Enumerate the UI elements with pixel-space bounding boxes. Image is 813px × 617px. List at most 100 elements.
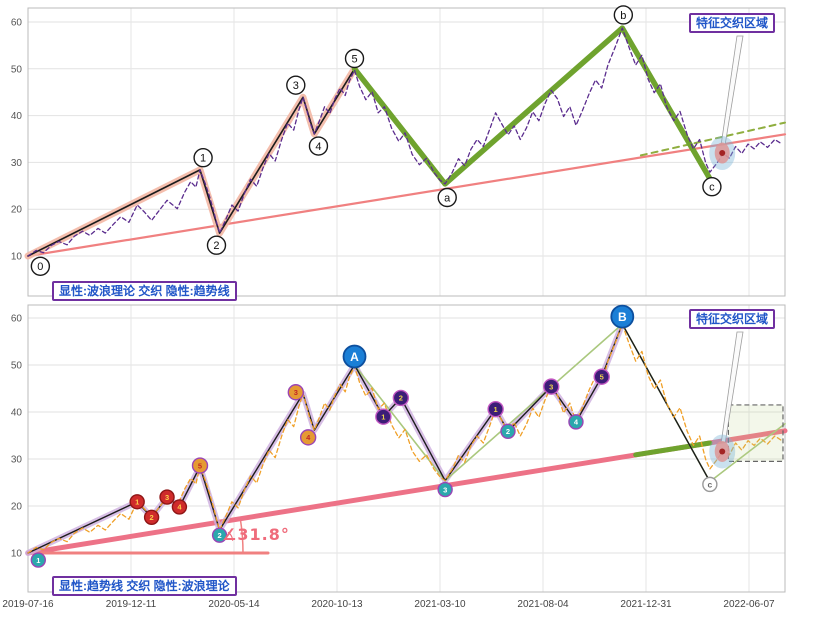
bottom-region-label: 特征交织区域: [689, 309, 776, 330]
purple-wave-marker: [375, 408, 392, 425]
panel-border: [27, 304, 786, 593]
top-panel-legend: 显性:波浪理论 交织 隐性:趋势线: [52, 281, 237, 302]
wave-marker-text: 2: [150, 513, 154, 522]
region-pointer-needle: [720, 35, 744, 145]
wave-label-text: 0: [37, 261, 43, 273]
wave-marker-text: 3: [549, 382, 553, 391]
wave-marker-text: 5: [198, 461, 202, 470]
wave-marker-text: 2: [217, 531, 221, 540]
wave-marker-text: c: [707, 479, 712, 489]
white-wave-marker: [702, 476, 718, 493]
wave-label-circle: [437, 187, 457, 208]
wave-label-circle: [30, 256, 51, 276]
wave-label-circle: [344, 48, 365, 69]
wave-marker-text: 2: [506, 427, 510, 436]
wave-marker-text: 1: [36, 556, 40, 565]
red-wave-marker: [171, 499, 188, 515]
wave-label-circle: [308, 136, 329, 156]
wave-label-circle: [613, 5, 634, 25]
x-tick-label: 2020-10-13: [311, 599, 363, 610]
target-box: [727, 404, 784, 462]
wave-marker-text: 1: [381, 412, 385, 421]
teal-wave-marker: [568, 414, 584, 430]
x-tick-label: 2021-08-04: [517, 599, 569, 610]
wave-label-circle: [702, 177, 722, 197]
wave-label-text: 3: [293, 80, 299, 92]
teal-wave-marker: [211, 527, 228, 543]
wave-marker-text: A: [350, 350, 359, 364]
red-wave-marker: [129, 494, 145, 510]
wave-label-circle: [206, 235, 227, 255]
orange-wave-marker: [299, 429, 317, 446]
x-tick-label: 2019-12-11: [106, 599, 157, 610]
wave-marker-text: 3: [294, 388, 298, 397]
wave-label-text: 2: [213, 240, 219, 252]
purple-wave-marker: [543, 378, 560, 395]
wave-label-text: b: [620, 10, 626, 22]
y-tick-label: 10: [11, 549, 23, 560]
price-line-orange: [27, 323, 783, 554]
blue-wave-marker: [610, 304, 635, 329]
y-tick-label: 10: [11, 252, 23, 263]
target-center-dot: [719, 448, 726, 455]
wave-marker-text: B: [618, 310, 627, 324]
x-tick-label: 2021-03-10: [414, 599, 466, 610]
x-tick-label: 2021-12-31: [620, 599, 672, 610]
purple-wave-marker: [487, 400, 504, 418]
wave-marker-text: 4: [574, 418, 579, 427]
wave-marker-text: 2: [399, 394, 403, 403]
wave-label-text: a: [444, 192, 451, 204]
orange-wave-marker: [191, 457, 209, 474]
impulse-wave-line: [27, 68, 356, 257]
wave-label-circle: [286, 75, 306, 95]
wave-marker-text: 5: [600, 372, 604, 381]
blue-wave-marker: [342, 344, 367, 369]
y-tick-label: 50: [11, 361, 23, 372]
hidden-wave-highlight: [25, 321, 626, 556]
corrective-wave-abc: [351, 25, 713, 187]
panel-border: [27, 7, 786, 297]
angle-annotation: ∡31.8°: [222, 525, 290, 544]
wave-marker-text: 1: [135, 497, 139, 506]
teal-wave-marker: [500, 423, 516, 439]
y-tick-label: 60: [11, 314, 23, 325]
bottom-panel-legend: 显性:趋势线 交织 隐性:波浪理论: [52, 576, 237, 597]
orange-wave-marker: [287, 384, 304, 401]
y-tick-label: 60: [11, 18, 23, 29]
wave-label-text: 5: [351, 53, 357, 65]
y-tick-label: 30: [11, 455, 23, 466]
wave-label-text: 1: [200, 153, 206, 165]
red-wave-marker: [143, 509, 160, 525]
trendline-interweave-green: [633, 440, 713, 458]
y-tick-label: 20: [11, 502, 23, 513]
wave-label-circle: [193, 148, 213, 168]
y-tick-label: 50: [11, 64, 23, 75]
wave-marker-text: 4: [177, 503, 182, 512]
teal-wave-marker: [30, 552, 46, 568]
red-wave-marker: [159, 489, 175, 505]
wave-marker-text: 1: [494, 405, 498, 414]
y-tick-label: 30: [11, 158, 23, 169]
teal-wave-marker: [437, 481, 453, 498]
purple-wave-marker: [593, 368, 610, 385]
wave-marker-text: 3: [165, 493, 169, 502]
wave-label-text: c: [709, 182, 715, 194]
top-region-label: 特征交织区域: [689, 13, 776, 34]
y-tick-label: 20: [11, 205, 23, 216]
y-tick-label: 40: [11, 111, 23, 122]
x-tick-label: 2020-05-14: [208, 599, 260, 610]
x-tick-label: 2019-07-16: [2, 599, 54, 610]
hidden-trendline: [26, 133, 787, 258]
wave-marker-text: 3: [443, 485, 447, 494]
trendline-extension-dashed: [639, 121, 786, 157]
y-tick-label: 40: [11, 408, 23, 419]
purple-wave-marker: [392, 389, 410, 407]
wave-label-text: 4: [315, 141, 321, 153]
x-tick-label: 2022-06-07: [723, 599, 775, 610]
wave-marker-text: 4: [306, 433, 311, 442]
price-line-purple: [27, 27, 783, 257]
target-center-dot: [719, 150, 726, 157]
